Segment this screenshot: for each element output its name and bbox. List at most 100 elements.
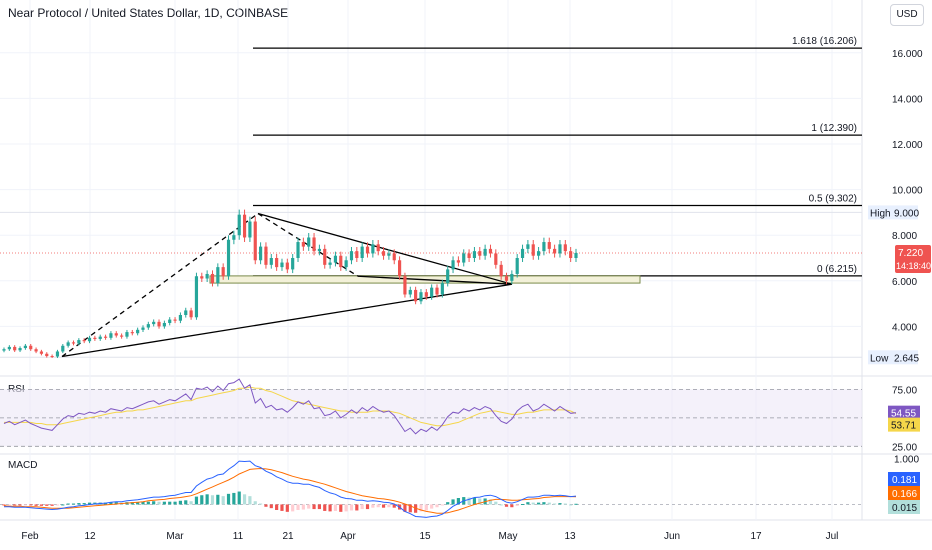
low-label: Low <box>870 353 889 364</box>
histogram-bar <box>205 494 209 505</box>
candle-body <box>93 337 97 339</box>
histogram-bar <box>569 504 573 506</box>
candle-body <box>98 336 102 339</box>
histogram-bar <box>344 504 348 512</box>
histogram-bar <box>264 504 268 507</box>
histogram-bar <box>34 504 38 506</box>
candle-body <box>510 273 514 281</box>
candle-body <box>408 289 412 295</box>
histogram-bar <box>371 504 375 508</box>
candles <box>2 209 578 359</box>
fib-level-label: 0 (6.215) <box>817 264 857 275</box>
price-tick-label: 6.000 <box>892 277 917 288</box>
histogram-bar <box>355 504 359 511</box>
histogram-bar <box>349 504 354 511</box>
candle-body <box>472 251 477 258</box>
candle-body <box>61 345 65 352</box>
candle-body <box>403 276 407 295</box>
histogram-bar <box>248 496 252 505</box>
price-axis: 4.000 6.000 8.000 10.000 12.000 14.000 16.000 H… <box>868 49 931 514</box>
histogram-bar <box>221 496 225 505</box>
candle-body <box>371 244 375 254</box>
histogram-bar <box>45 504 49 506</box>
histogram-bar <box>168 501 172 505</box>
candle-body <box>317 248 321 252</box>
trendline <box>61 213 259 358</box>
high-marker-bg <box>868 205 918 220</box>
histogram-bar <box>242 494 247 505</box>
candle-body <box>66 342 70 346</box>
histogram-bar <box>494 501 498 505</box>
histogram-bar <box>531 502 535 505</box>
macd-pane-label: MACD <box>8 460 38 471</box>
candle-body <box>542 242 546 252</box>
histogram-bar <box>478 498 482 505</box>
histogram-bar <box>558 503 562 505</box>
histogram-bar <box>435 504 439 508</box>
candle-body <box>440 283 444 295</box>
macd-tick-label: 1.000 <box>894 454 919 465</box>
time-tick-label: Jun <box>664 531 680 542</box>
candle-body <box>307 237 311 247</box>
candle-body <box>109 333 113 338</box>
histogram-bar <box>440 504 444 506</box>
candle-body <box>87 337 92 342</box>
candle-body <box>210 273 215 284</box>
time-tick-label: 17 <box>750 531 762 542</box>
candle-body <box>120 335 124 337</box>
candle-body <box>339 255 343 268</box>
candle-body <box>467 253 471 258</box>
histogram-bar <box>387 504 391 508</box>
macd-value: 0.166 <box>892 489 917 500</box>
rsi-ma-value-tag <box>888 417 920 432</box>
candle-body <box>515 258 519 274</box>
candle-body <box>574 252 578 258</box>
histogram-bar <box>136 502 140 505</box>
histogram-bar <box>307 504 311 509</box>
currency-selector-button[interactable]: USD <box>890 4 924 26</box>
candle-body <box>424 292 428 297</box>
candle-body <box>205 273 209 279</box>
trendline <box>257 212 513 285</box>
candle-body <box>50 356 54 358</box>
macd-value: 0.181 <box>892 475 917 486</box>
histogram-bar <box>114 502 118 505</box>
candle-body <box>478 251 482 256</box>
low-marker-bg <box>868 350 918 365</box>
histogram-bar <box>504 504 509 507</box>
time-tick-label: 11 <box>233 531 244 542</box>
macd-value: 0.015 <box>892 503 917 514</box>
histogram-bar <box>226 493 231 505</box>
histogram-bar <box>39 504 44 506</box>
histogram-bar <box>424 504 428 511</box>
candle-body <box>323 248 327 265</box>
candle-body <box>232 235 236 240</box>
price-tick-label: 8.000 <box>892 231 917 242</box>
candle-body <box>333 255 338 263</box>
candle-body <box>435 287 439 295</box>
candle-body <box>397 260 402 277</box>
time-tick-label: Apr <box>340 531 356 542</box>
histogram-bar <box>194 496 199 505</box>
histogram-bar <box>312 504 316 510</box>
candle-body <box>301 242 305 247</box>
candle-body <box>141 327 145 330</box>
histogram-bar <box>157 501 161 505</box>
histogram-bar <box>563 503 567 505</box>
histogram-bar <box>146 501 150 505</box>
candle-body <box>365 246 370 254</box>
rsi-band <box>0 388 862 505</box>
histogram-bar <box>200 495 204 505</box>
high-label: High <box>870 208 891 219</box>
histogram-bar <box>553 503 557 505</box>
macd-value-tag <box>888 500 920 514</box>
histogram-bar <box>29 504 33 506</box>
histogram-bar <box>13 504 17 506</box>
candle-body <box>13 346 17 351</box>
histogram-bar <box>403 504 407 512</box>
fib-level-label: 0.5 (9.302) <box>809 194 857 205</box>
candle-body <box>483 248 487 256</box>
candle-body <box>178 315 183 321</box>
histogram-bar <box>82 503 86 505</box>
